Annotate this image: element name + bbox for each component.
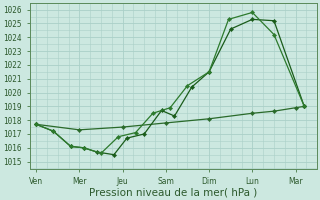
X-axis label: Pression niveau de la mer( hPa ): Pression niveau de la mer( hPa ) <box>89 187 258 197</box>
